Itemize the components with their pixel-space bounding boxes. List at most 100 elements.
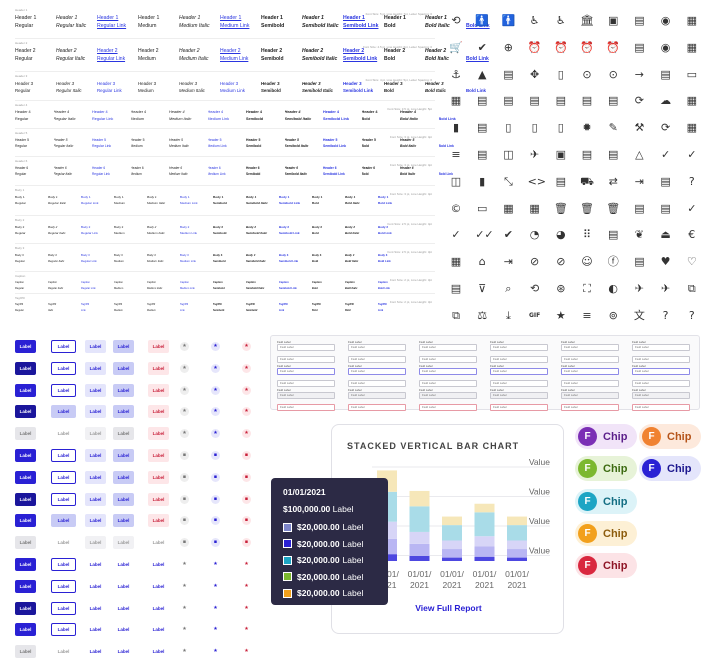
- typography-sample[interactable]: Regular Link: [97, 23, 127, 30]
- text-field[interactable]: Field Label: [632, 356, 690, 363]
- typography-sample[interactable]: Medium Link: [180, 286, 195, 290]
- bar-segment[interactable]: [409, 490, 430, 507]
- typography-sample[interactable]: Medium Link: [207, 144, 227, 149]
- typography-sample[interactable]: Semibold Link: [343, 88, 374, 94]
- label-button[interactable]: Label: [15, 558, 36, 571]
- typography-sample[interactable]: Header 6: [207, 166, 221, 170]
- bar-segment[interactable]: [507, 540, 527, 550]
- star-icon-button[interactable]: ★: [244, 626, 249, 633]
- label-button[interactable]: Label: [85, 449, 106, 462]
- label-button[interactable]: Label: [89, 562, 102, 567]
- typography-sample[interactable]: Bold Link: [378, 286, 390, 290]
- text-field[interactable]: Field Label: [419, 356, 477, 363]
- typography-sample[interactable]: Semibold Link: [343, 23, 379, 30]
- bar-segment[interactable]: [507, 525, 527, 541]
- star-icon-button[interactable]: ★: [182, 648, 187, 655]
- typography-sample[interactable]: Header 1: [97, 15, 119, 21]
- typography-sample[interactable]: Body 1: [81, 195, 91, 199]
- label-button[interactable]: Label: [51, 536, 76, 550]
- typography-sample[interactable]: Header 1: [343, 15, 365, 21]
- typography-sample[interactable]: Body 2: [279, 225, 290, 229]
- star-icon-button[interactable]: ▪: [211, 472, 220, 482]
- label-button[interactable]: Label: [148, 405, 169, 419]
- text-field[interactable]: Field Label: [348, 380, 406, 387]
- text-field[interactable]: Field Label: [419, 344, 477, 351]
- typography-sample[interactable]: Header 2: [220, 48, 241, 54]
- typography-sample[interactable]: Header 3: [97, 81, 116, 86]
- text-field[interactable]: Field Label: [348, 356, 406, 363]
- star-icon-button[interactable]: ▪: [180, 494, 189, 504]
- star-icon-button[interactable]: ★: [211, 429, 220, 439]
- label-button[interactable]: Label: [85, 383, 106, 397]
- label-button[interactable]: Label: [85, 361, 106, 375]
- label-button[interactable]: Label: [89, 649, 102, 655]
- typography-sample[interactable]: Link: [378, 308, 384, 312]
- typography-sample[interactable]: Regular Link: [81, 286, 96, 290]
- star-icon-button[interactable]: ★: [180, 363, 189, 373]
- label-button[interactable]: Label: [152, 562, 165, 567]
- chip[interactable]: F Chip: [575, 489, 638, 514]
- label-button[interactable]: Label: [148, 536, 169, 550]
- label-button[interactable]: Label: [15, 405, 36, 419]
- star-icon-button[interactable]: ★: [242, 385, 251, 395]
- star-icon-button[interactable]: ★: [182, 582, 187, 589]
- text-field[interactable]: Field Label: [419, 380, 477, 387]
- star-icon-button[interactable]: ★: [213, 561, 218, 567]
- star-icon-button[interactable]: ▪: [242, 538, 251, 548]
- label-button[interactable]: Label: [148, 383, 169, 397]
- label-button[interactable]: Label: [117, 649, 130, 655]
- typography-sample[interactable]: Header 5: [92, 138, 106, 142]
- label-button[interactable]: Label: [51, 645, 76, 659]
- label-button[interactable]: Label: [117, 627, 130, 633]
- label-button[interactable]: Label: [15, 340, 36, 353]
- star-icon-button[interactable]: ▪: [180, 538, 189, 548]
- label-button[interactable]: Label: [51, 449, 76, 462]
- text-field[interactable]: Field Label: [277, 368, 335, 375]
- typography-sample[interactable]: Regular Link: [81, 258, 97, 263]
- typography-sample[interactable]: Body 2: [81, 225, 91, 229]
- label-button[interactable]: Label: [15, 470, 36, 484]
- text-field[interactable]: Field Label: [490, 392, 548, 399]
- text-field[interactable]: Field Label: [632, 380, 690, 387]
- typography-sample[interactable]: Medium Link: [220, 88, 245, 94]
- star-icon-button[interactable]: ▪: [242, 494, 251, 504]
- chip[interactable]: F Chip: [575, 424, 638, 449]
- typography-sample[interactable]: Body 3: [81, 253, 90, 257]
- typography-sample[interactable]: Regular Link: [81, 231, 98, 235]
- typography-sample[interactable]: Header 6: [323, 166, 337, 170]
- bar-segment[interactable]: [507, 549, 527, 558]
- typography-sample[interactable]: Bold Link: [438, 116, 456, 121]
- typography-sample[interactable]: Bold Link: [466, 88, 487, 94]
- typography-sample[interactable]: Bold Link: [378, 258, 391, 263]
- text-field[interactable]: Field Label: [277, 404, 335, 411]
- text-field[interactable]: Field Label: [561, 404, 619, 411]
- typography-sample[interactable]: Semibold Link: [279, 231, 300, 235]
- typography-sample[interactable]: Bold Link: [466, 56, 489, 62]
- typography-sample[interactable]: Link: [180, 308, 185, 312]
- label-button[interactable]: Label: [148, 361, 169, 375]
- star-icon-button[interactable]: ▪: [242, 472, 251, 482]
- star-icon-button[interactable]: ★: [242, 363, 251, 373]
- label-button[interactable]: Label: [113, 340, 134, 353]
- typography-sample[interactable]: Header 2: [343, 48, 365, 54]
- star-icon-button[interactable]: ★: [211, 385, 220, 395]
- text-field[interactable]: Field Label: [561, 356, 619, 363]
- text-field[interactable]: Field Label: [490, 344, 548, 351]
- star-icon-button[interactable]: ▪: [211, 494, 220, 504]
- typography-sample[interactable]: Semibold Link: [323, 172, 345, 177]
- label-button[interactable]: Label: [15, 449, 36, 462]
- label-button[interactable]: Label: [113, 536, 134, 550]
- text-field[interactable]: Field Label: [348, 404, 406, 411]
- label-button[interactable]: Label: [148, 514, 169, 528]
- typography-sample[interactable]: Regular Link: [97, 56, 126, 62]
- label-button[interactable]: Label: [152, 649, 165, 655]
- label-button[interactable]: Label: [15, 579, 36, 593]
- star-icon-button[interactable]: ▪: [180, 516, 189, 526]
- typography-sample[interactable]: Body 1: [180, 195, 190, 199]
- label-button[interactable]: Label: [51, 340, 76, 353]
- label-button[interactable]: Label: [85, 405, 106, 419]
- typography-sample[interactable]: Header 4: [323, 110, 340, 114]
- text-field[interactable]: Field Label: [632, 368, 690, 375]
- label-button[interactable]: Label: [15, 383, 36, 397]
- typography-sample[interactable]: Link: [81, 308, 86, 312]
